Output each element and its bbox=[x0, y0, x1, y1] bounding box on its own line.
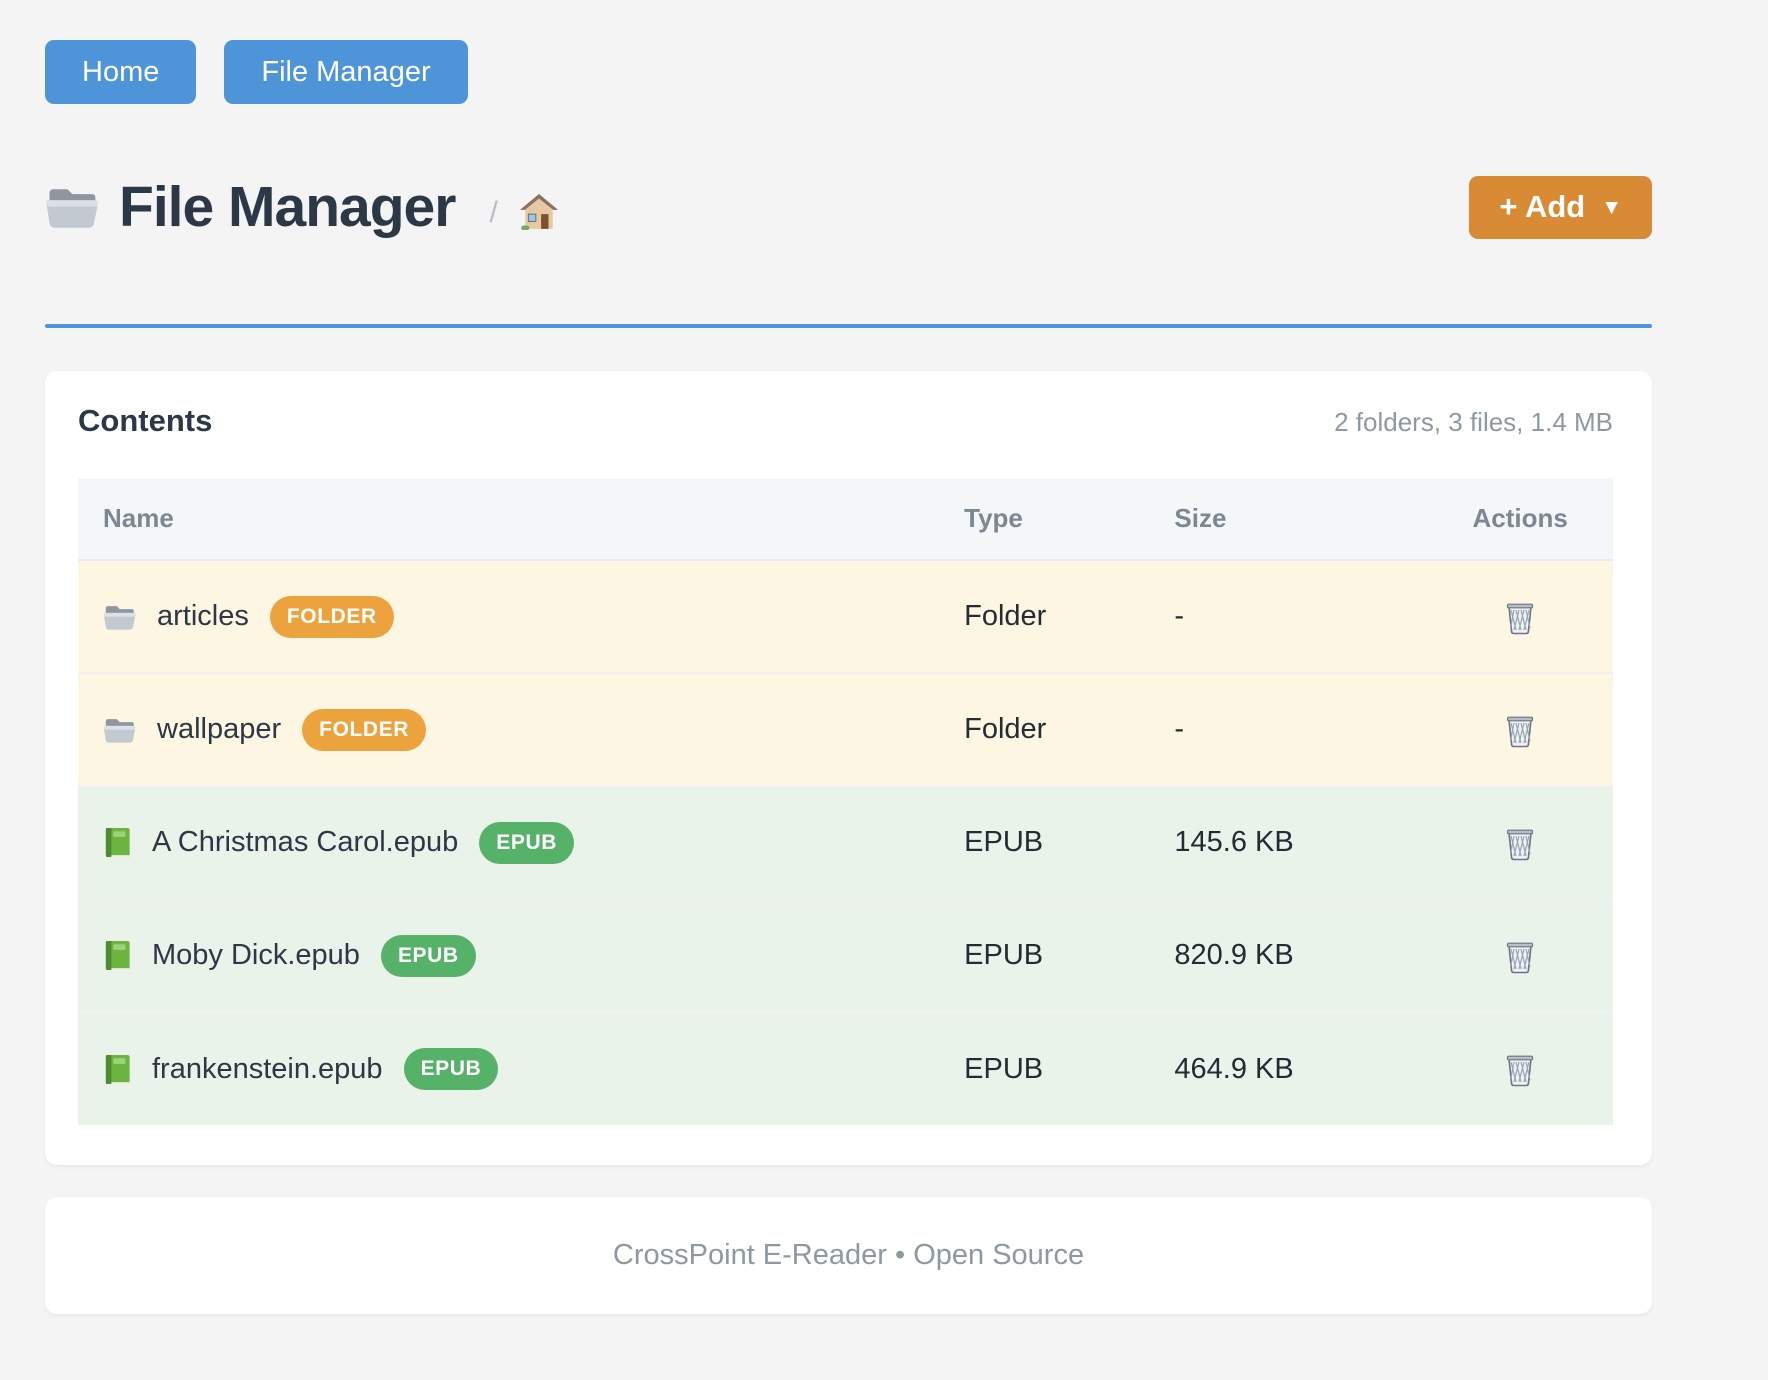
breadcrumb-separator: / bbox=[489, 196, 498, 229]
contents-card: Contents 2 folders, 3 files, 1.4 MB Name… bbox=[45, 371, 1652, 1165]
footer: CrossPoint E-Reader • Open Source bbox=[45, 1197, 1652, 1314]
file-size: 145.6 KB bbox=[1174, 826, 1294, 858]
delete-button[interactable] bbox=[1498, 706, 1542, 754]
footer-text: CrossPoint E-Reader • Open Source bbox=[612, 1239, 1085, 1271]
table-row[interactable]: wallpaper FOLDER Folder - bbox=[78, 673, 1613, 786]
title-group: File Manager / bbox=[45, 174, 558, 240]
column-header-name: Name bbox=[78, 478, 940, 561]
delete-button[interactable] bbox=[1498, 593, 1542, 641]
add-button[interactable]: + Add ▼ bbox=[1469, 175, 1652, 239]
file-size: - bbox=[1174, 713, 1185, 745]
house-icon[interactable] bbox=[519, 194, 558, 230]
folder-icon bbox=[103, 600, 136, 633]
file-type-badge: EPUB bbox=[479, 821, 574, 864]
page-header: File Manager / + Add ▼ bbox=[45, 172, 1652, 242]
column-header-type: Type bbox=[939, 478, 1150, 561]
folder-icon bbox=[45, 184, 99, 230]
file-type-badge: EPUB bbox=[403, 1048, 499, 1090]
file-table-body: articles FOLDER Folder - bbox=[78, 560, 1613, 1125]
chevron-down-icon: ▼ bbox=[1601, 196, 1622, 219]
green-book-icon bbox=[103, 826, 131, 860]
column-header-actions: Actions bbox=[1427, 478, 1613, 561]
column-header-size: Size bbox=[1149, 478, 1428, 561]
trash-icon bbox=[1504, 1055, 1536, 1087]
folder-icon bbox=[103, 713, 136, 746]
file-type-badge: FOLDER bbox=[302, 708, 427, 751]
delete-button[interactable] bbox=[1498, 932, 1542, 980]
file-manager-button[interactable]: File Manager bbox=[224, 40, 468, 104]
file-table: Name Type Size Actions bbox=[78, 478, 1613, 1125]
file-type: EPUB bbox=[964, 826, 1044, 858]
file-type-badge: FOLDER bbox=[269, 595, 394, 638]
page: Home File Manager File Manager / bbox=[45, 40, 1652, 1314]
trash-icon bbox=[1504, 603, 1536, 634]
table-header-row: Name Type Size Actions bbox=[78, 478, 1613, 561]
file-name[interactable]: articles bbox=[157, 600, 249, 632]
contents-heading: Contents bbox=[78, 403, 213, 438]
delete-button[interactable] bbox=[1498, 819, 1542, 867]
add-button-label: + Add bbox=[1499, 189, 1586, 224]
page-title: File Manager bbox=[119, 175, 456, 239]
title-divider bbox=[45, 324, 1652, 328]
file-size: - bbox=[1174, 600, 1185, 632]
file-type: EPUB bbox=[964, 939, 1044, 971]
file-name[interactable]: wallpaper bbox=[157, 713, 282, 745]
file-type: Folder bbox=[964, 600, 1047, 632]
file-size: 820.9 KB bbox=[1174, 939, 1294, 971]
file-name[interactable]: Moby Dick.epub bbox=[152, 939, 360, 971]
table-row[interactable]: A Christmas Carol.epub EPUB EPUB 145.6 K… bbox=[78, 786, 1613, 899]
delete-button[interactable] bbox=[1498, 1045, 1542, 1093]
contents-summary: 2 folders, 3 files, 1.4 MB bbox=[1334, 407, 1613, 437]
trash-icon bbox=[1504, 942, 1536, 973]
home-button[interactable]: Home bbox=[45, 40, 197, 104]
trash-icon bbox=[1504, 829, 1536, 860]
table-row[interactable]: articles FOLDER Folder - bbox=[78, 560, 1613, 673]
table-row[interactable]: Moby Dick.epub EPUB EPUB 820.9 KB bbox=[78, 899, 1613, 1012]
top-nav: Home File Manager bbox=[45, 40, 1652, 104]
trash-icon bbox=[1504, 716, 1536, 747]
file-type-badge: EPUB bbox=[380, 934, 476, 977]
file-name[interactable]: frankenstein.epub bbox=[152, 1052, 383, 1085]
file-type: EPUB bbox=[964, 1052, 1044, 1085]
file-type: Folder bbox=[964, 713, 1047, 745]
contents-card-header: Contents 2 folders, 3 files, 1.4 MB bbox=[78, 401, 1613, 442]
file-size: 464.9 KB bbox=[1174, 1052, 1294, 1085]
file-name[interactable]: A Christmas Carol.epub bbox=[152, 826, 459, 858]
table-row[interactable]: frankenstein.epub EPUB EPUB 464.9 KB bbox=[78, 1012, 1613, 1125]
green-book-icon bbox=[103, 1052, 131, 1086]
green-book-icon bbox=[103, 939, 131, 973]
